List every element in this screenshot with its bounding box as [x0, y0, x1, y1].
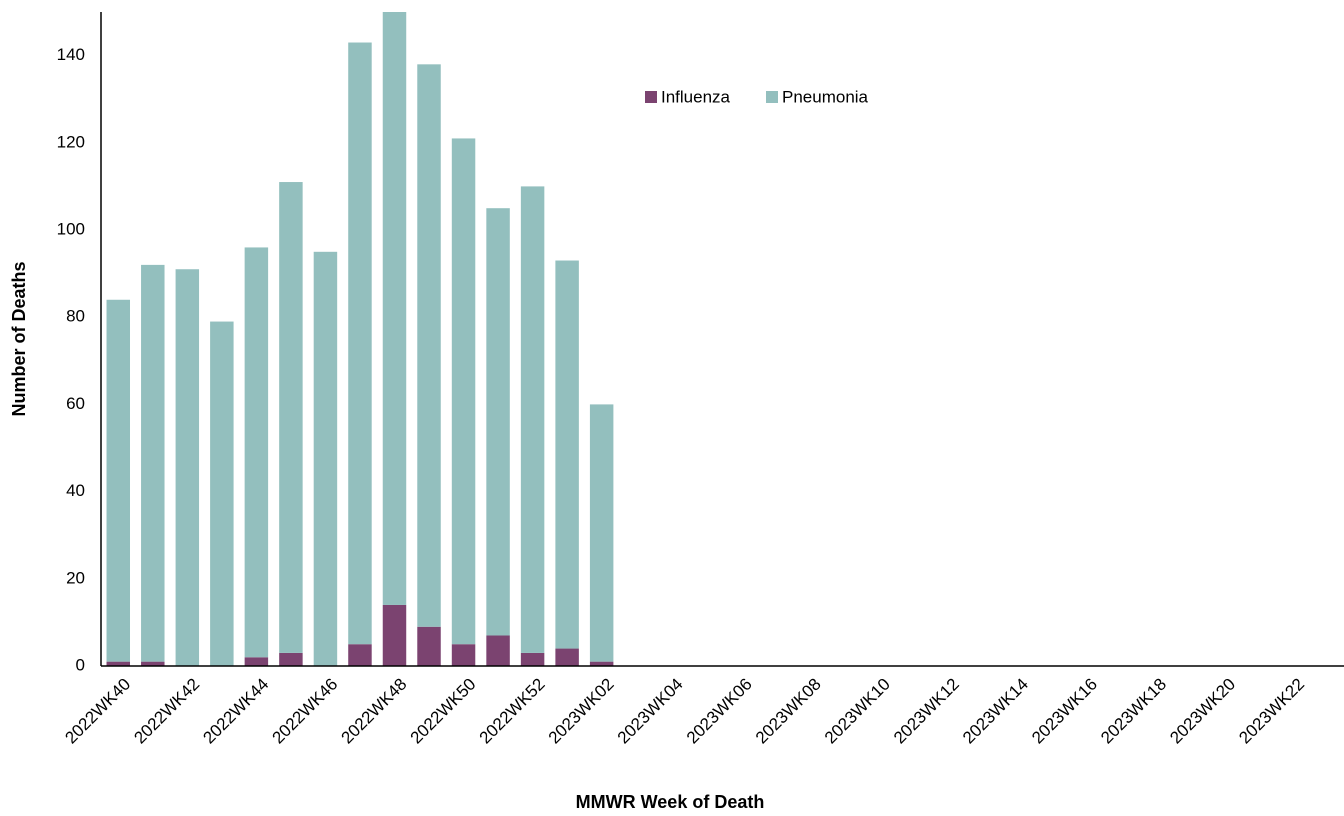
x-tick-label: 2023WK06 — [683, 675, 756, 748]
x-tick-label: 2022WK48 — [338, 675, 411, 748]
bar-segment — [279, 652, 303, 666]
y-tick-label: 20 — [66, 568, 85, 587]
bar-segment — [589, 404, 614, 662]
y-tick-label: 60 — [66, 394, 85, 413]
bar-segment — [210, 321, 234, 666]
x-tick-label: 2022WK52 — [476, 675, 549, 748]
bar-segment — [279, 182, 303, 653]
x-tick-label: 2022WK44 — [199, 675, 272, 748]
legend-swatch — [766, 91, 778, 103]
x-tick-label: 2023WK10 — [821, 675, 894, 748]
x-tick-label: 2022WK42 — [130, 675, 203, 748]
x-tick-label: 2022WK40 — [61, 675, 134, 748]
bar-segment — [451, 138, 476, 645]
bar-segment — [382, 12, 407, 605]
y-axis-title: Number of Deaths — [9, 261, 29, 416]
y-tick-label: 40 — [66, 481, 85, 500]
bar-segment — [520, 652, 545, 666]
bar-segment — [417, 64, 441, 627]
bar-segment — [486, 635, 510, 666]
y-tick-label: 0 — [76, 655, 85, 674]
x-tick-label: 2023WK02 — [545, 675, 618, 748]
legend-label: Influenza — [661, 87, 731, 106]
bar-segment — [348, 42, 372, 645]
x-tick-label: 2023WK20 — [1166, 675, 1239, 748]
x-tick-label: 2022WK46 — [269, 675, 342, 748]
y-tick-label: 100 — [57, 219, 85, 238]
y-tick-label: 120 — [57, 132, 85, 151]
x-tick-label: 2023WK16 — [1028, 675, 1101, 748]
x-tick-label: 2023WK08 — [752, 675, 825, 748]
bar-segment — [106, 661, 131, 666]
x-tick-label: 2023WK22 — [1235, 675, 1308, 748]
bar-segment — [555, 648, 579, 666]
bar-segment — [417, 626, 441, 666]
bar-segment — [520, 186, 545, 653]
bar-segment — [486, 208, 510, 636]
bar-segment — [451, 644, 476, 666]
bar-segment — [244, 657, 269, 666]
x-tick-label: 2023WK18 — [1097, 675, 1170, 748]
y-tick-label: 140 — [57, 45, 85, 64]
bar-segment — [175, 269, 200, 666]
legend-swatch — [645, 91, 657, 103]
x-tick-label: 2022WK50 — [407, 675, 480, 748]
x-tick-label: 2023WK04 — [614, 675, 687, 748]
legend-label: Pneumonia — [782, 87, 869, 106]
x-tick-label: 2023WK14 — [959, 675, 1032, 748]
bar-segment — [555, 260, 579, 649]
bar-segment — [382, 604, 407, 666]
x-axis-title: MMWR Week of Death — [576, 792, 765, 812]
y-tick-label: 80 — [66, 307, 85, 326]
bar-segment — [141, 661, 165, 666]
bar-segment — [589, 661, 614, 666]
bar-segment — [244, 247, 269, 658]
bar-segment — [313, 251, 338, 667]
x-tick-label: 2023WK12 — [890, 675, 963, 748]
bar-segment — [106, 299, 131, 662]
bar-segment — [141, 264, 165, 662]
bar-segment — [348, 644, 372, 666]
